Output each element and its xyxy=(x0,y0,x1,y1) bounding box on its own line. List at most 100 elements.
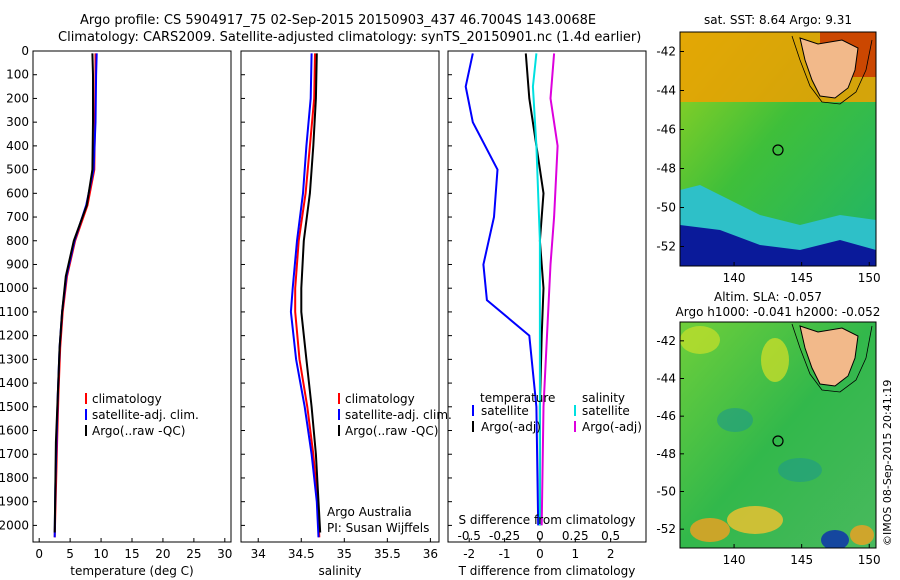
x-tick-label: 2 xyxy=(607,547,615,561)
x-tick-label: -2 xyxy=(463,547,475,561)
x-tick-label: 1 xyxy=(571,547,579,561)
legend-label-argo: Argo(..raw -QC) xyxy=(345,424,438,438)
temperature-axes: 0100200300400500600700800900100011001200… xyxy=(0,44,232,561)
difference-xlabel: T difference from climatology xyxy=(458,564,636,578)
tasmania-land xyxy=(799,325,859,387)
sla-map-title: Altim. SLA: -0.057 xyxy=(714,290,822,304)
x-tick-label: 15 xyxy=(124,547,139,561)
lon-tick-label: 145 xyxy=(790,271,813,285)
lat-tick-label: -48 xyxy=(656,162,676,176)
depth-tick-label: 500 xyxy=(6,163,29,177)
sla-anomaly xyxy=(850,525,874,545)
x-top-tick-label: -0.25 xyxy=(489,529,520,543)
x-tick-label: 25 xyxy=(186,547,201,561)
depth-tick-label: 100 xyxy=(6,68,29,82)
lat-tick-label: -48 xyxy=(656,447,676,461)
x-tick-label: 10 xyxy=(93,547,108,561)
legend-title-temperature: temperature xyxy=(480,391,555,405)
x-tick-label: 30 xyxy=(217,547,232,561)
argo-float-marker xyxy=(772,144,784,156)
imos-credit: ©IMOS 08-Sep-2015 20:41:19 xyxy=(881,380,894,546)
sla-map-axes: 140 145 150 -42 -44 -46 -48 -50 -52 xyxy=(656,334,880,567)
lat-tick-label: -44 xyxy=(656,84,676,98)
lat-tick-label: -50 xyxy=(656,201,676,215)
salinity-annotation-institution: Argo Australia xyxy=(327,505,412,519)
x-top-tick-label: 0.25 xyxy=(562,529,589,543)
x-tick-label: 35 xyxy=(337,547,352,561)
sla-map-frame xyxy=(679,321,877,549)
lon-tick-label: 140 xyxy=(723,271,746,285)
series-line xyxy=(289,53,320,538)
x-top-tick-label: -0.5 xyxy=(458,529,481,543)
depth-tick-label: 600 xyxy=(6,186,29,200)
legend-label-satellite: satellite-adj. clim. xyxy=(345,408,452,422)
temperature-legend: climatology satellite-adj. clim. Argo(..… xyxy=(85,392,199,438)
x-tick-label: 34 xyxy=(251,547,266,561)
legend-label-climatology: climatology xyxy=(345,392,415,406)
lat-tick-label: -52 xyxy=(656,240,676,254)
series-line xyxy=(464,53,540,526)
depth-tick-label: 700 xyxy=(6,210,29,224)
legend-label-climatology: climatology xyxy=(92,392,162,406)
sst-map-title: sat. SST: 8.64 Argo: 9.31 xyxy=(704,13,852,27)
series-line xyxy=(53,53,97,538)
depth-tick-label: 900 xyxy=(6,257,29,271)
header-line-2: Climatology: CARS2009. Satellite-adjuste… xyxy=(58,30,641,45)
lat-tick-label: -42 xyxy=(656,334,676,348)
legend-label-argo: Argo(..raw -QC) xyxy=(92,424,185,438)
depth-tick-label: 1500 xyxy=(0,400,29,414)
depth-tick-label: 1700 xyxy=(0,447,29,461)
sst-map-frame xyxy=(679,31,877,267)
depth-tick-label: 0 xyxy=(21,44,29,58)
depth-tick-label: 800 xyxy=(6,234,29,248)
sla-anomaly xyxy=(690,518,730,542)
legend-label-s-argo: Argo(-adj) xyxy=(582,420,642,434)
lat-tick-label: -44 xyxy=(656,372,676,386)
x-tick-label: 34.5 xyxy=(288,547,315,561)
argo-float-marker xyxy=(772,435,784,447)
depth-tick-label: 400 xyxy=(6,139,29,153)
legend-title-salinity: salinity xyxy=(582,391,625,405)
depth-tick-label: 1100 xyxy=(0,305,29,319)
x-tick-label: 0 xyxy=(536,547,544,561)
legend-label-t-satellite: satellite xyxy=(481,404,529,418)
x-tick-label: 0 xyxy=(35,547,43,561)
salinity-axes: 34 34.5 35 35.5 36 xyxy=(241,50,438,561)
difference-axes: -2 -1 0 1 2 -0.5 -0.25 0 0.25 0.5 xyxy=(448,50,620,561)
shelf-contour xyxy=(791,323,873,393)
shelf-contour xyxy=(791,35,873,105)
legend-label-t-argo: Argo(-adj) xyxy=(481,420,541,434)
legend-label-s-satellite: satellite xyxy=(582,404,630,418)
salinity-legend: climatology satellite-adj. clim. Argo(..… xyxy=(338,392,452,438)
lat-tick-label: -50 xyxy=(656,485,676,499)
salinity-xlabel: salinity xyxy=(318,564,361,578)
salinity-annotation-pi: PI: Susan Wijffels xyxy=(327,521,429,535)
x-tick-label: 36 xyxy=(423,547,438,561)
temperature-xlabel: temperature (deg C) xyxy=(70,564,193,578)
depth-tick-label: 1000 xyxy=(0,281,29,295)
depth-tick-label: 1800 xyxy=(0,471,29,485)
sst-map-axes: 140 145 150 -42 -44 -46 -48 -50 -52 xyxy=(656,45,880,286)
depth-tick-label: 1600 xyxy=(0,424,29,438)
depth-tick-label: 1400 xyxy=(0,376,29,390)
depth-tick-label: 1200 xyxy=(0,329,29,343)
sst-cold-core xyxy=(680,225,876,266)
lon-tick-label: 150 xyxy=(858,271,881,285)
lon-tick-label: 150 xyxy=(858,553,881,567)
sla-anomaly xyxy=(680,326,720,354)
sla-anomaly xyxy=(727,506,783,534)
legend-label-satellite: satellite-adj. clim. xyxy=(92,408,199,422)
x-top-tick-label: 0.5 xyxy=(601,529,620,543)
lon-tick-label: 145 xyxy=(790,553,813,567)
x-top-tick-label: 0 xyxy=(536,529,544,543)
series-line xyxy=(53,53,94,533)
lat-tick-label: -42 xyxy=(656,45,676,59)
x-tick-label: -1 xyxy=(499,547,511,561)
series-line xyxy=(540,53,559,526)
header-line-1: Argo profile: CS 5904917_75 02-Sep-2015 … xyxy=(80,13,596,28)
lon-tick-label: 140 xyxy=(723,553,746,567)
tasmania-land xyxy=(799,37,859,99)
series-line xyxy=(294,53,321,538)
x-tick-label: 35.5 xyxy=(374,547,401,561)
